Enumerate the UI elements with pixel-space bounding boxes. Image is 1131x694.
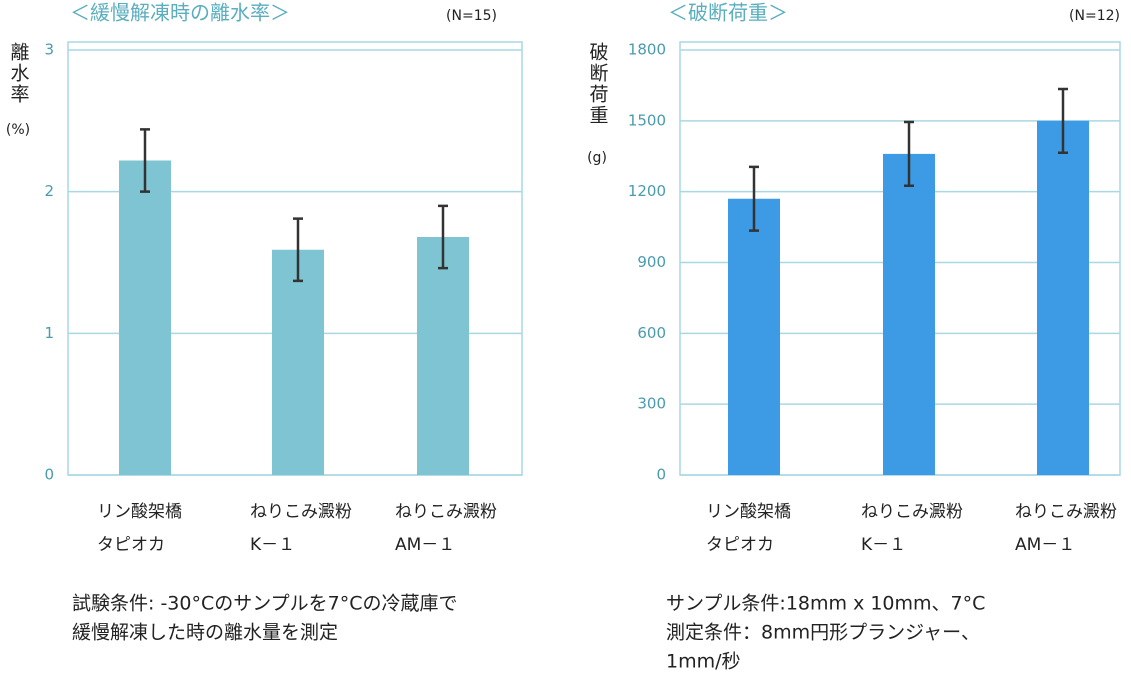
error-bar [904,120,914,188]
y-tick-label: 600 [637,324,666,342]
y-axis-unit: (%) [6,122,30,138]
note: 測定条件：8mm円形プランジャー、 [666,622,980,644]
x-tick-label: タピオカ [97,535,165,555]
y-axis-label: 離水率 [8,42,30,105]
x-tick-label: タピオカ [706,535,774,555]
note: 1mm/秒 [666,651,741,673]
y-tick-label: 2 [44,182,54,200]
sample-size: (N=12) [1069,8,1120,24]
y-axis-unit: (g) [587,150,607,166]
x-tick-label: ねりこみ澱粉 [861,502,963,522]
y-axis-label: 破断荷重 [587,42,609,126]
x-tick-label: リン酸架橋 [706,502,791,522]
x-tick-label: ねりこみ澱粉 [1015,502,1117,522]
error-bar [749,165,759,232]
y-tick-label: 1500 [628,111,666,129]
y-tick-label: 300 [637,395,666,413]
x-tick-label: リン酸架橋 [97,502,182,522]
chart-title: ＜破断荷重＞ [668,1,788,25]
note: 試験条件: -30°Cのサンプルを7°Cの冷蔵庫で [72,593,458,615]
y-tick-label: 1 [44,324,54,342]
bar [417,237,469,475]
bar [728,198,780,475]
bar [883,153,935,475]
error-bar [140,128,150,193]
error-bar [1058,87,1068,154]
error-bar [293,217,303,283]
x-tick-label: K－１ [861,535,906,555]
y-tick-label: 0 [656,466,666,484]
note: サンプル条件:18mm x 10mm、7°C [666,593,985,615]
x-tick-label: AM－１ [395,535,455,555]
y-tick-label: 1200 [628,182,666,200]
error-bar [438,204,448,270]
note: 緩慢解凍した時の離水量を測定 [72,622,338,644]
x-tick-label: K－１ [250,535,295,555]
bar [272,249,324,475]
y-tick-label: 900 [637,253,666,271]
bar [1037,120,1089,475]
x-tick-label: AM－１ [1015,535,1075,555]
sample-size: (N=15) [446,8,497,24]
chart-title: ＜緩慢解凍時の離水率＞ [70,1,290,25]
x-tick-label: ねりこみ澱粉 [395,502,497,522]
y-tick-label: 0 [44,466,54,484]
x-tick-label: ねりこみ澱粉 [250,502,352,522]
y-tick-label: 1800 [628,41,666,59]
y-tick-label: 3 [44,41,54,59]
bar [119,160,171,475]
